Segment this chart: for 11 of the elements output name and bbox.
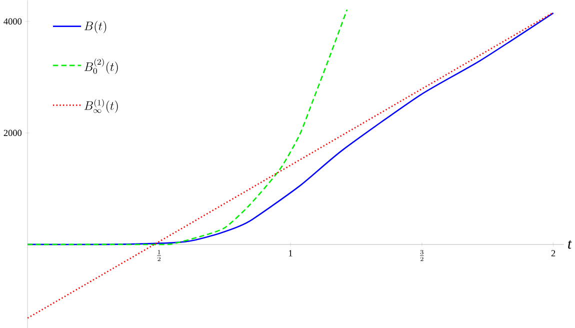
legend-label: $B_\infty^{(1)}(t)$: [84, 98, 118, 113]
y-tick-label: 4000: [4, 18, 22, 24]
x-tick-label: 1: [288, 250, 292, 256]
y-tick-label: 2000: [4, 130, 22, 136]
line-series: [26, 8, 348, 246]
x-tick-label: $\frac{1}{2}$: [157, 250, 161, 261]
x-tick-label: 2: [551, 250, 556, 256]
x-axis-title: t: [568, 240, 572, 249]
x-tick-label: $\frac{3}{2}$: [420, 250, 424, 261]
legend-label: $B_0^{(2)}(t)$: [84, 58, 118, 74]
legend-label: $B(t)$: [84, 20, 106, 34]
